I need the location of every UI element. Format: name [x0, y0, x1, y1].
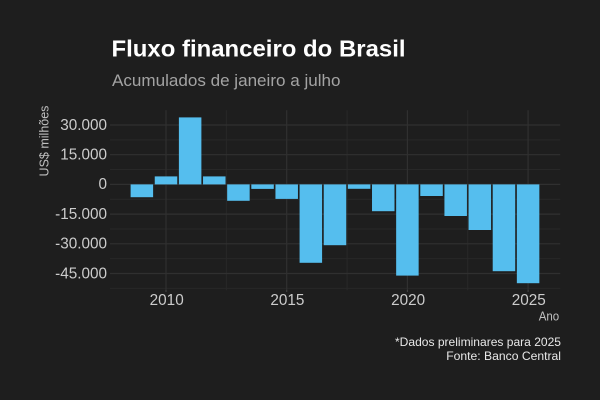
- svg-text:0: 0: [98, 176, 107, 193]
- svg-text:-30.000: -30.000: [55, 236, 107, 253]
- svg-text:15.000: 15.000: [60, 147, 107, 164]
- svg-text:Fluxo financeiro do Brasil: Fluxo financeiro do Brasil: [112, 36, 406, 62]
- svg-text:*Dados preliminares para 2025: *Dados preliminares para 2025: [395, 335, 561, 349]
- svg-text:US$ milhões: US$ milhões: [37, 106, 51, 177]
- svg-text:2015: 2015: [270, 292, 304, 309]
- svg-text:Fonte: Banco Central: Fonte: Banco Central: [446, 349, 561, 363]
- svg-text:30.000: 30.000: [60, 117, 107, 134]
- svg-text:2020: 2020: [391, 292, 425, 309]
- svg-text:2010: 2010: [150, 292, 184, 309]
- svg-text:-15.000: -15.000: [55, 206, 107, 223]
- svg-text:Acumulados de janeiro a julho: Acumulados de janeiro a julho: [112, 72, 341, 90]
- svg-text:-45.000: -45.000: [55, 265, 107, 282]
- svg-text:Ano: Ano: [539, 309, 560, 324]
- svg-text:2025: 2025: [512, 292, 546, 309]
